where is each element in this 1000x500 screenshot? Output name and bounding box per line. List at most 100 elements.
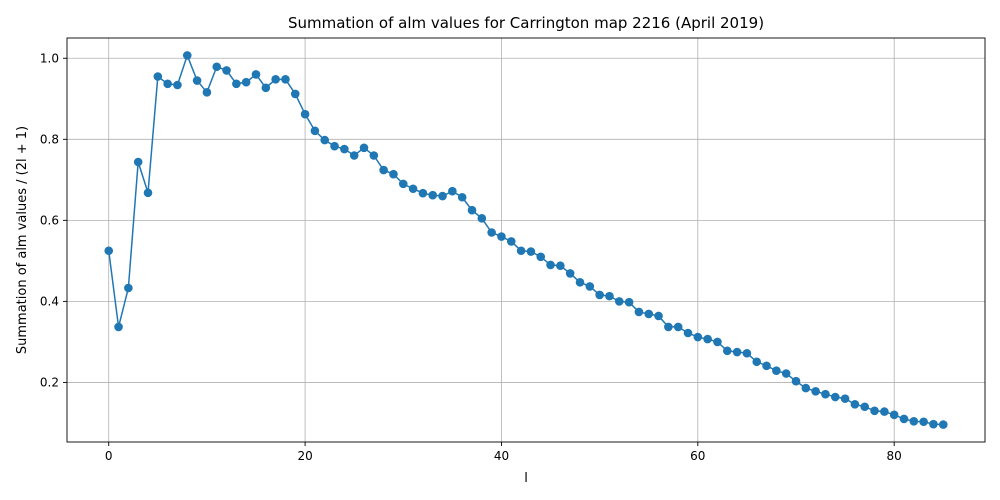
data-point <box>173 80 182 90</box>
data-point <box>281 75 290 84</box>
data-point <box>192 76 202 85</box>
data-point <box>359 143 369 153</box>
data-point <box>644 309 654 319</box>
data-point <box>212 62 222 72</box>
data-point <box>654 311 663 321</box>
data-point <box>369 151 379 160</box>
data-point <box>497 232 506 241</box>
data-point <box>614 297 624 306</box>
x-tick-label: 0 <box>105 449 113 463</box>
data-point <box>448 186 457 196</box>
data-point <box>133 157 143 167</box>
data-point <box>124 283 133 293</box>
data-point <box>153 72 163 81</box>
data-point <box>791 376 801 386</box>
data-point <box>163 79 172 89</box>
data-point <box>840 394 850 403</box>
x-axis-label: l <box>524 471 528 486</box>
data-point <box>389 169 398 179</box>
data-point <box>575 278 585 287</box>
data-point <box>889 410 899 420</box>
data-point <box>664 322 673 332</box>
data-point <box>772 366 781 375</box>
data-point <box>241 77 251 87</box>
data-point <box>624 297 634 307</box>
data-point <box>860 402 870 412</box>
data-point <box>938 420 948 429</box>
data-point <box>349 151 359 160</box>
y-tick-label: 0.2 <box>40 375 59 389</box>
data-point <box>398 179 408 189</box>
data-point <box>703 334 712 344</box>
plot-frame <box>66 37 986 443</box>
y-tick-label: 0.4 <box>40 294 59 308</box>
data-point <box>546 260 555 270</box>
data-point <box>261 83 271 93</box>
series-line <box>107 53 944 426</box>
data-point <box>428 190 438 200</box>
data-point <box>850 400 860 409</box>
data-point <box>565 269 575 278</box>
data-point <box>821 389 830 399</box>
y-tick-label: 1.0 <box>40 51 59 65</box>
data-point <box>379 165 388 175</box>
data-point <box>536 252 546 262</box>
data-point <box>713 337 722 347</box>
data-point <box>811 387 820 396</box>
data-point <box>477 214 487 223</box>
data-point <box>114 322 123 332</box>
chart-title: Summation of alm values for Carrington m… <box>288 14 764 32</box>
data-point <box>634 307 644 317</box>
data-point <box>182 51 192 60</box>
data-point <box>516 246 526 256</box>
y-tick-label: 0.6 <box>40 213 59 227</box>
grid-lines <box>67 38 985 442</box>
y-axis-label: Summation of alm values / (2l + 1) <box>15 126 30 354</box>
series-layer <box>104 51 948 429</box>
data-point <box>870 406 879 416</box>
y-tick-label: 0.8 <box>40 132 59 146</box>
data-point <box>330 141 339 151</box>
x-tick-label: 60 <box>690 449 705 463</box>
x-tick-label: 40 <box>494 449 509 463</box>
data-point <box>722 346 732 356</box>
data-point <box>752 357 762 367</box>
data-point <box>830 392 840 402</box>
data-point <box>457 192 467 202</box>
data-point <box>595 290 604 300</box>
data-point <box>251 70 261 79</box>
data-point <box>605 291 614 301</box>
data-point <box>438 191 447 201</box>
data-point <box>143 188 153 198</box>
data-point <box>683 328 693 338</box>
data-point <box>929 419 938 429</box>
x-tick-label: 20 <box>297 449 312 463</box>
data-point <box>742 348 752 358</box>
data-point <box>300 109 310 119</box>
data-point <box>222 66 231 75</box>
data-point <box>585 282 595 291</box>
data-point <box>526 247 536 256</box>
data-point <box>762 361 771 371</box>
data-point <box>202 88 212 97</box>
x-tick-label: 80 <box>887 449 902 463</box>
axis-ticks: 0 20 40 60 80 0.2 0.4 0.6 0.8 1.0 <box>40 51 902 463</box>
data-point <box>693 332 703 342</box>
data-point <box>467 205 477 215</box>
data-point <box>418 188 428 198</box>
data-point <box>104 246 114 256</box>
data-point <box>310 126 320 136</box>
data-point <box>232 79 241 89</box>
data-point <box>408 184 418 194</box>
data-point <box>919 417 928 427</box>
data-point <box>290 89 300 99</box>
data-point <box>909 417 919 426</box>
data-point <box>556 261 565 271</box>
data-point <box>732 347 742 357</box>
data-point <box>340 144 349 154</box>
data-point <box>320 135 330 145</box>
data-point <box>673 322 683 332</box>
data-point <box>506 237 516 246</box>
data-point <box>271 75 280 84</box>
